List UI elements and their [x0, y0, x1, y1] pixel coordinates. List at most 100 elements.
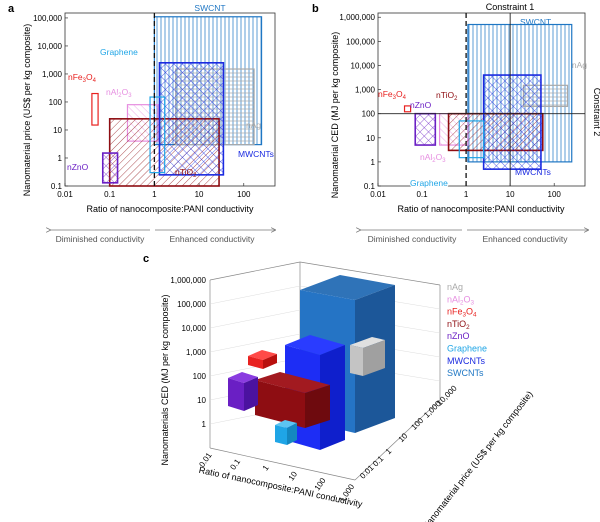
ytick-label: 0.1: [51, 182, 63, 191]
xtick-label: 10: [195, 190, 204, 199]
panel-a: a Nanomaterial price (US$ per kg composi…: [8, 3, 275, 244]
panel-b-axes: [377, 12, 586, 187]
panel-c-zlabel: Nanomaterials CED (MJ per kg composite): [160, 294, 170, 465]
box-nzno: [414, 112, 437, 146]
ztick-label: 1,000,000: [170, 276, 206, 285]
panel-a-letter: a: [8, 3, 15, 15]
ytick-label: 100,000: [346, 37, 375, 46]
label-nag: nAg: [572, 60, 587, 70]
label-nzno: nZnO: [410, 100, 432, 110]
ytick-label: 1: [384, 446, 394, 456]
ytick-label: 100: [409, 416, 425, 432]
panel-a-xlabel: Ratio of nanocomposite:PANI conductivity: [87, 204, 254, 214]
label-nfe3o4: nFe3O4: [378, 89, 407, 101]
xtick-label: 10: [287, 469, 300, 482]
ytick-label: 1: [371, 158, 376, 167]
ytick-label: 100: [362, 110, 376, 119]
label-mwcnts: MWCNTs: [515, 167, 551, 177]
ztick-label: 100: [193, 372, 207, 381]
ntio2-box: [255, 372, 330, 428]
xtick-label: 0.01: [57, 190, 73, 199]
label-swcnt: SWCNT: [520, 17, 551, 27]
label-ntio2: nTiO2: [175, 167, 196, 179]
xtick-label: 0.1: [104, 190, 116, 199]
label-nal2o3: nAl2O3: [106, 87, 132, 99]
ytick-label: 0.1: [364, 182, 376, 191]
ztick-label: 1,000: [186, 348, 207, 357]
xtick-label: 0.1: [416, 190, 428, 199]
ytick-label: 10: [397, 431, 410, 444]
nag-box: [350, 337, 385, 376]
box-graphene: [149, 96, 166, 174]
panel-a-boxes: SWCNT Graphene nFe3O4 nAl2O3 nAg MWCNTs nTiO2 n…: [67, 3, 274, 187]
legend-ntio2: nTiO2: [447, 319, 470, 331]
ytick-label: 100: [49, 98, 63, 107]
label-nal2o3: nAl2O3: [420, 152, 446, 164]
label-ntio2: nTiO2: [436, 90, 457, 102]
panel-b-letter: b: [312, 3, 319, 15]
box-mwcnts: [482, 74, 542, 170]
panel-b-yticks: 0.1 1 10 100 1,000 10,000 100,000 1,000,000: [339, 13, 381, 191]
label-nag: nAg: [246, 120, 261, 130]
label-swcnt: SWCNT: [194, 3, 225, 13]
legend-graphene: Graphene: [447, 344, 487, 354]
ztick-label: 100,000: [177, 300, 206, 309]
panel-c-zticks: 1,000,000 100,000 10,000 1,000 100 10 1: [170, 276, 206, 429]
legend-nzno: nZnO: [447, 331, 470, 341]
box-nfe3o4: [91, 92, 99, 126]
xtick-label: 100: [237, 190, 251, 199]
xtick-label: 1: [152, 190, 157, 199]
legend-mwcnts: MWCNTs: [447, 356, 485, 366]
panel-b-boxes: SWCNT nAg nFe3O4 nTiO2 nZnO nAl2O3 Graphene MWC…: [378, 13, 587, 189]
label-graphene: Graphene: [410, 178, 448, 188]
panel-a-ylabel: Nanomaterial price (US$ per kg composite…: [22, 24, 32, 197]
xtick-label: 0.01: [370, 190, 386, 199]
ytick-label: 1,000: [355, 86, 376, 95]
ytick-label: 1,000,000: [339, 13, 375, 22]
ztick-label: 1: [202, 420, 207, 429]
constraint-1-label: Constraint 1: [486, 2, 535, 12]
box-graphene: [458, 120, 485, 159]
ztick-label: 10,000: [182, 324, 207, 333]
panel-b-left-arrow-label: Diminished conductivity: [368, 234, 458, 244]
panel-b: b Nanomaterial CED (MJ per kg composite)…: [312, 2, 600, 244]
ztick-label: 10: [197, 396, 206, 405]
panel-a-yticks: 0.1 1 10 100 1,000 10,000 100,000: [33, 14, 68, 191]
nzno-box: [228, 372, 258, 411]
panel-c-xlabel: Ratio of nanocomposite:PANI conductivity: [198, 465, 364, 510]
box-nfe3o4: [403, 105, 412, 113]
panel-a-left-arrow-label: Diminished conductivity: [56, 234, 146, 244]
legend-nal2o3: nAl2O3: [447, 294, 475, 306]
legend-swcnts: SWCNTs: [447, 368, 484, 378]
panel-b-ylabel: Nanomaterial CED (MJ per kg composite): [330, 32, 340, 199]
panel-a-right-arrow-label: Enhanced conductivity: [169, 234, 255, 244]
label-graphene: Graphene: [100, 47, 138, 57]
constraint-2-label: Constraint 2: [592, 88, 600, 137]
label-mwcnts: MWCNTs: [238, 149, 274, 159]
legend-nag: nAg: [447, 282, 463, 292]
legend-nfe3o4: nFe3O4: [447, 307, 477, 319]
ytick-label: 0.1: [371, 454, 386, 469]
label-nzno: nZnO: [67, 162, 89, 172]
panel-c-letter: c: [143, 253, 149, 265]
xtick-label: 0.1: [228, 457, 242, 472]
ytick-label: 10,000: [38, 42, 63, 51]
graphene-box: [275, 420, 297, 445]
label-nfe3o4: nFe3O4: [68, 72, 97, 84]
ytick-label: 10: [366, 134, 375, 143]
ytick-label: 100,000: [33, 14, 62, 23]
xtick-label: 1: [261, 463, 271, 472]
xtick-label: 1: [464, 190, 469, 199]
ytick-label: 1: [58, 154, 63, 163]
ytick-label: 10: [53, 126, 62, 135]
panel-c: c Nanomaterials CED (MJ per kg composite…: [143, 253, 535, 522]
xtick-label: 10: [506, 190, 515, 199]
nfe3o4-box: [248, 350, 277, 369]
panel-b-xlabel: Ratio of nanocomposite:PANI conductivity: [398, 204, 565, 214]
panel-b-right-arrow-label: Enhanced conductivity: [482, 234, 568, 244]
xtick-label: 100: [548, 190, 562, 199]
box-nzno: [101, 152, 119, 184]
ytick-label: 1,000: [42, 70, 63, 79]
